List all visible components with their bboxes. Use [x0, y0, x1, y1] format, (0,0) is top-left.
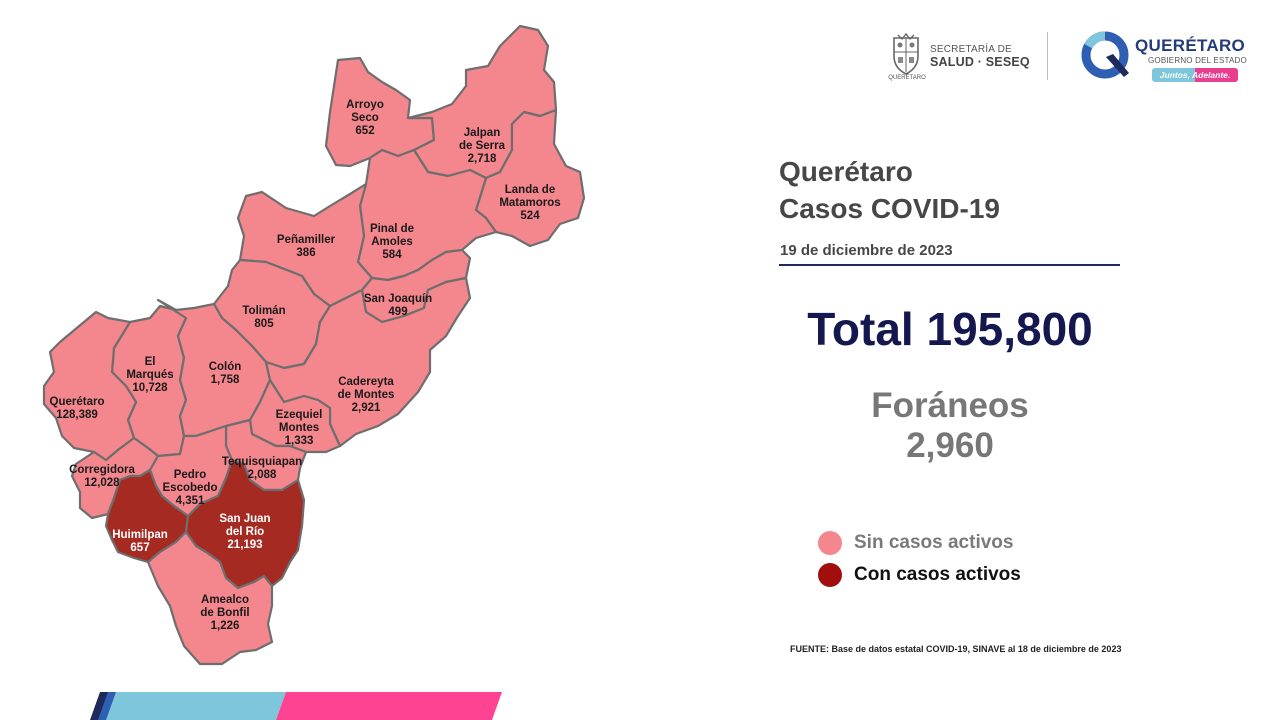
seseq-state: QUERÉTARO: [888, 75, 926, 81]
report-date: 19 de diciembre de 2023: [780, 242, 953, 259]
municipio-amealco-de-bonfil[interactable]: [146, 530, 274, 666]
date-underline: [779, 264, 1120, 266]
queretaro-wordmark: QUERÉTARO: [1135, 36, 1246, 55]
seseq-line2: SALUD · SESEQ: [930, 55, 1030, 69]
queretaro-government-logo: QUERÉTARO GOBIERNO DEL ESTADO Juntos, Ad…: [1080, 30, 1260, 86]
government-subtitle: GOBIERNO DEL ESTADO: [1148, 56, 1247, 65]
seseq-line1: SECRETARÍA DE: [930, 44, 1012, 55]
label-jalpan-de-serra: Jalpan de Serra 2,718: [459, 127, 506, 165]
queretaro-map: Arroyo Seco 652 Jalpan de Serra 2,718 Landa de…: [42, 24, 586, 666]
label-penamiller: Peñamiller 386: [277, 234, 336, 259]
label-pedro-escobedo: Pedro Escobedo 4,351: [163, 469, 218, 507]
legend-label-sin-casos: Sin casos activos: [854, 532, 1014, 553]
foraneos-block: Foráneos 2,960: [800, 386, 1100, 466]
logo-divider: [1047, 32, 1048, 80]
slogan-badge: Juntos, Adelante.: [1152, 68, 1238, 82]
title-line2: Casos COVID-19: [779, 193, 1000, 224]
municipio-queretaro[interactable]: [42, 310, 138, 462]
municipio-landa-de-matamoros[interactable]: [474, 108, 586, 248]
label-cadereyta-de-montes: Cadereyta de Montes 2,921: [338, 376, 395, 414]
seseq-logo: SECRETARÍA DE SALUD · SESEQ QUERÉTARO: [884, 30, 1034, 86]
title-line1: Querétaro: [779, 156, 913, 187]
label-ezequiel-montes: Ezequiel Montes 1,333: [276, 409, 323, 447]
label-el-marques: El Marqués 10,728: [126, 356, 173, 394]
coat-of-arms-icon: [893, 32, 919, 75]
source-note: FUENTE: Base de datos estatal COVID-19, …: [790, 644, 1122, 654]
label-amealco-de-bonfil: Amealco de Bonfil 1,226: [200, 594, 249, 632]
municipios-layer: [42, 24, 586, 666]
label-pinal-de-amoles: Pinal de Amoles 584: [370, 223, 414, 261]
label-toliman: Tolimán 805: [242, 305, 285, 330]
label-san-juan-del-rio: San Juan del Río 21,193: [219, 513, 270, 551]
queretaro-q-icon: [1081, 31, 1129, 79]
foraneos-label: Foráneos: [871, 386, 1029, 425]
legend-swatch-con-casos: [818, 563, 842, 587]
total-cases: Total 195,800: [807, 303, 1093, 355]
label-huimilpan: Huimilpan 657: [112, 529, 168, 554]
legend-label-con-casos: Con casos activos: [854, 564, 1021, 585]
label-corregidora: Corregidora 12,028: [69, 464, 135, 489]
label-colon: Colón 1,758: [209, 361, 242, 386]
label-san-joaquin: San Joaquín 499: [364, 293, 432, 318]
label-landa-de-matamoros: Landa de Matamoros 524: [499, 184, 560, 222]
label-arroyo-seco: Arroyo Seco 652: [346, 99, 384, 137]
foraneos-value: 2,960: [906, 426, 994, 465]
label-tequisquiapan: Tequisquiapan 2,088: [222, 456, 302, 481]
label-queretaro: Querétaro 128,389: [50, 396, 105, 421]
legend-swatch-sin-casos: [818, 531, 842, 555]
municipio-cadereyta-de-montes[interactable]: [264, 276, 472, 448]
decorative-bottom-bar: [90, 692, 502, 720]
municipio-labels: Arroyo Seco 652 Jalpan de Serra 2,718 Landa de…: [50, 99, 561, 632]
seseq-text: SECRETARÍA DE SALUD · SESEQ: [930, 44, 1030, 68]
page-title: Querétaro Casos COVID-19: [779, 153, 1000, 227]
